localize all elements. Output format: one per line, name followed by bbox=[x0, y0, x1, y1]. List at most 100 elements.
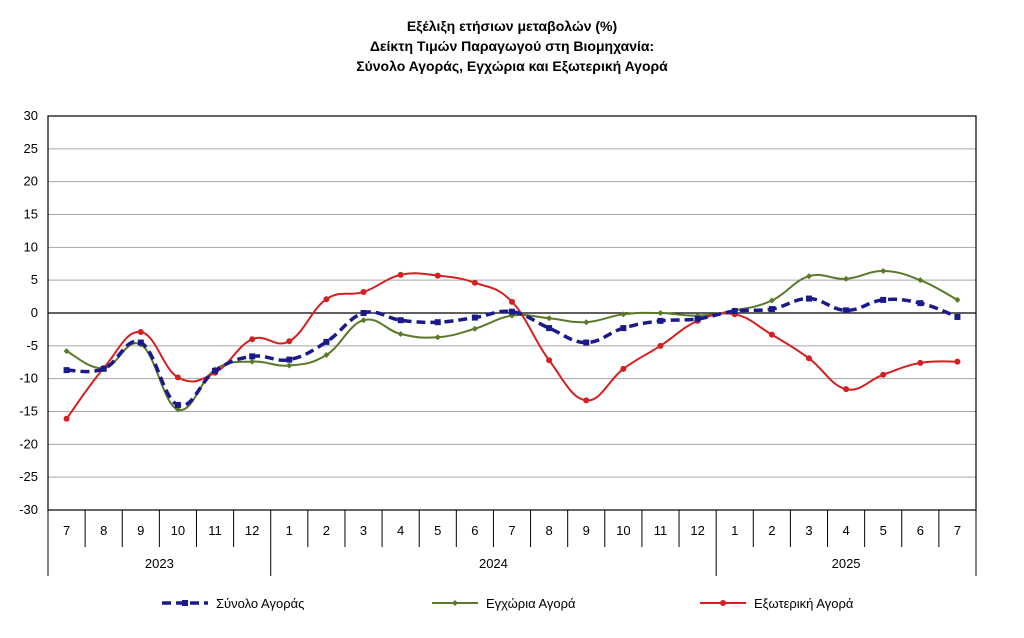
y-tick-label: -20 bbox=[19, 436, 38, 451]
data-point bbox=[174, 374, 181, 381]
x-tick-label: 3 bbox=[805, 523, 812, 538]
x-tick-label: 7 bbox=[63, 523, 70, 538]
data-point bbox=[954, 358, 961, 365]
data-point bbox=[583, 339, 590, 346]
data-point bbox=[546, 325, 553, 332]
data-point bbox=[509, 298, 515, 305]
x-tick-label: 6 bbox=[917, 523, 924, 538]
x-tick-label: 10 bbox=[616, 523, 630, 538]
x-tick-label: 10 bbox=[171, 523, 185, 538]
data-point bbox=[657, 317, 664, 324]
year-label: 2024 bbox=[479, 556, 508, 571]
year-label: 2023 bbox=[145, 556, 174, 571]
data-point bbox=[397, 331, 404, 338]
legend-label: Εγχώρια Αγορά bbox=[486, 596, 576, 611]
data-point bbox=[63, 415, 70, 422]
data-point bbox=[434, 272, 441, 279]
y-tick-label: -10 bbox=[19, 371, 38, 386]
x-tick-label: 8 bbox=[100, 523, 107, 538]
x-tick-label: 12 bbox=[245, 523, 259, 538]
x-tick-label: 2 bbox=[768, 523, 775, 538]
data-point bbox=[583, 319, 590, 326]
legend-label: Εξωτερική Αγορά bbox=[754, 596, 854, 611]
data-point bbox=[917, 359, 924, 366]
y-tick-label: 0 bbox=[31, 305, 38, 320]
data-point bbox=[620, 325, 627, 332]
x-tick-label: 1 bbox=[286, 523, 293, 538]
year-label: 2025 bbox=[832, 556, 861, 571]
data-point bbox=[843, 386, 850, 393]
y-tick-label: 25 bbox=[24, 141, 38, 156]
data-point bbox=[768, 331, 775, 338]
data-point bbox=[620, 311, 627, 318]
x-tick-label: 8 bbox=[546, 523, 553, 538]
data-point bbox=[397, 317, 404, 324]
data-point bbox=[360, 288, 367, 295]
y-tick-label: 5 bbox=[31, 272, 38, 287]
data-point bbox=[880, 267, 887, 274]
data-point bbox=[880, 371, 887, 378]
data-point bbox=[843, 307, 850, 314]
data-point bbox=[620, 365, 627, 372]
x-tick-label: 9 bbox=[137, 523, 144, 538]
x-tick-label: 12 bbox=[690, 523, 704, 538]
data-point bbox=[323, 352, 330, 359]
data-point bbox=[954, 296, 961, 303]
data-point bbox=[657, 310, 664, 316]
x-tick-label: 1 bbox=[731, 523, 738, 538]
data-point bbox=[212, 367, 219, 374]
data-point bbox=[805, 273, 812, 280]
chart-title-line-2: Δείκτη Τιμών Παραγωγού στη Βιομηχανία: bbox=[369, 38, 655, 54]
y-tick-label: 20 bbox=[24, 174, 38, 189]
data-point bbox=[694, 315, 701, 322]
data-point bbox=[917, 300, 924, 307]
legend-swatch-marker bbox=[452, 600, 458, 606]
data-point bbox=[471, 314, 478, 321]
x-tick-label: 5 bbox=[880, 523, 887, 538]
data-point bbox=[917, 277, 924, 284]
data-point bbox=[509, 308, 515, 315]
data-point bbox=[583, 397, 590, 404]
y-tick-label: -30 bbox=[19, 502, 38, 517]
data-point bbox=[731, 308, 738, 315]
x-tick-label: 9 bbox=[583, 523, 590, 538]
data-point bbox=[286, 362, 293, 369]
data-point bbox=[954, 313, 961, 320]
data-point bbox=[286, 356, 293, 363]
data-point bbox=[286, 338, 293, 345]
data-point bbox=[434, 319, 441, 326]
x-tick-label: 11 bbox=[208, 523, 222, 538]
data-point bbox=[397, 271, 404, 278]
x-tick-label: 4 bbox=[397, 523, 404, 538]
data-point bbox=[805, 355, 812, 362]
legend-label: Σύνολο Αγοράς bbox=[216, 596, 304, 611]
x-tick-label: 2 bbox=[323, 523, 330, 538]
data-point bbox=[546, 315, 553, 322]
data-point bbox=[434, 334, 441, 341]
data-point bbox=[546, 357, 553, 364]
data-point bbox=[249, 336, 256, 343]
data-point bbox=[768, 297, 775, 304]
data-point bbox=[174, 406, 181, 413]
y-tick-label: -15 bbox=[19, 404, 38, 419]
x-tick-label: 5 bbox=[434, 523, 441, 538]
data-point bbox=[360, 310, 367, 316]
data-point bbox=[657, 342, 664, 349]
x-tick-label: 7 bbox=[508, 523, 515, 538]
data-point bbox=[843, 275, 850, 282]
y-tick-label: 10 bbox=[24, 239, 38, 254]
data-point bbox=[137, 329, 144, 336]
data-point bbox=[768, 306, 775, 313]
x-tick-label: 11 bbox=[654, 523, 668, 538]
chart-title-line-3: Σύνολο Αγοράς, Εγχώρια και Εξωτερική Αγο… bbox=[356, 58, 668, 74]
data-point bbox=[323, 338, 330, 345]
data-point bbox=[880, 296, 887, 303]
data-point bbox=[63, 367, 70, 374]
data-point bbox=[805, 295, 812, 302]
data-point bbox=[63, 348, 70, 355]
chart-title-line-1: Εξέλιξη ετήσιων μεταβολών (%) bbox=[406, 18, 618, 34]
y-tick-label: -5 bbox=[26, 338, 38, 353]
y-tick-label: 30 bbox=[24, 108, 38, 123]
